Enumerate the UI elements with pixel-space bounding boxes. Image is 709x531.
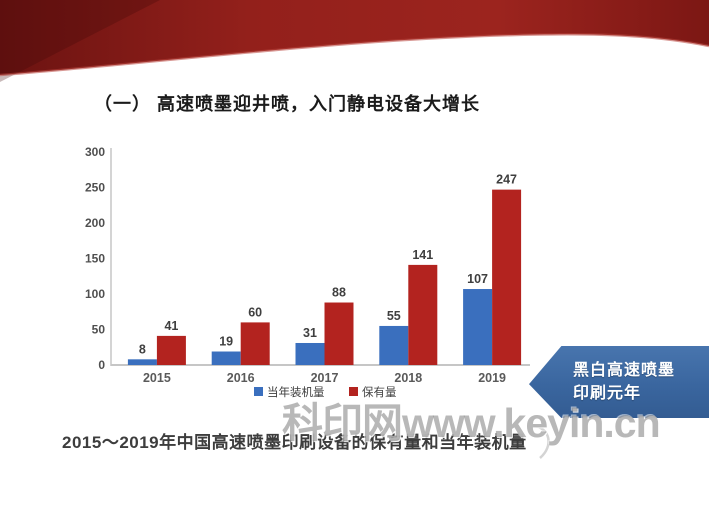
bar-value-label: 60 (248, 305, 262, 319)
bar-2015-red (156, 335, 186, 365)
bar-2017-red (324, 302, 354, 365)
legend-label: 保有量 (362, 385, 397, 399)
bar-2018-blue (379, 325, 409, 365)
y-tick-label: 200 (85, 216, 105, 230)
x-category-label: 2017 (311, 371, 339, 385)
ribbon-edge-highlight (0, 32, 709, 77)
bar-value-label: 31 (303, 326, 317, 340)
bar-2015-blue (127, 359, 157, 365)
watermark-swirl (533, 424, 550, 459)
bar-value-label: 19 (219, 335, 233, 349)
x-category-label: 2015 (143, 371, 171, 385)
bar-value-label: 55 (387, 309, 401, 323)
bar-2018-red (408, 264, 438, 365)
legend-label: 当年装机量 (267, 385, 325, 399)
slide-title: （一） 高速喷墨迎井喷，入门静电设备大增长 (94, 94, 480, 114)
callout-line-1: 黑白高速喷墨 (573, 362, 676, 379)
legend-swatch-red (349, 387, 358, 396)
bar-chart-svg: 0 50 100 150 200 250 300 8 41 2015 19 60 2016 31 88 201… (85, 145, 530, 399)
bar-value-label: 88 (332, 286, 346, 300)
x-category-label: 2016 (227, 371, 255, 385)
bar-value-label: 141 (412, 248, 433, 262)
y-tick-label: 300 (85, 145, 105, 159)
bar-value-label: 107 (467, 272, 488, 286)
ribbon-shape (0, 0, 709, 75)
bar-value-label: 247 (496, 173, 517, 187)
bar-2017-blue (295, 342, 325, 365)
ribbon-fold-shadow (0, 0, 160, 82)
watermark-text: 科印网www.keyin.cn (282, 400, 661, 446)
bar-2019-blue (463, 289, 493, 365)
y-tick-label: 0 (98, 358, 105, 372)
callout-line-2: 印刷元年 (573, 385, 642, 402)
bar-chart: 0 50 100 150 200 250 300 8 41 2015 19 60 2016 31 88 201… (78, 142, 543, 410)
y-tick-label: 150 (85, 252, 105, 266)
chart-caption: 2015～2019年中国高速喷墨印刷设备的保有量和当年装机量 (62, 433, 527, 452)
y-tick-label: 50 (92, 323, 106, 337)
bar-value-label: 8 (139, 342, 146, 356)
bar-2016-blue (211, 351, 241, 365)
bar-2016-red (240, 322, 270, 365)
bar-2019-red (492, 189, 522, 365)
y-tick-label: 100 (85, 287, 105, 301)
y-tick-label: 250 (85, 181, 105, 195)
callout-arrow: 黑白高速喷墨 印刷元年 (529, 346, 709, 418)
x-category-label: 2019 (478, 371, 506, 385)
legend-swatch-blue (254, 387, 263, 396)
bar-value-label: 41 (164, 319, 178, 333)
x-category-label: 2018 (394, 371, 422, 385)
red-ribbon-banner (0, 0, 709, 82)
